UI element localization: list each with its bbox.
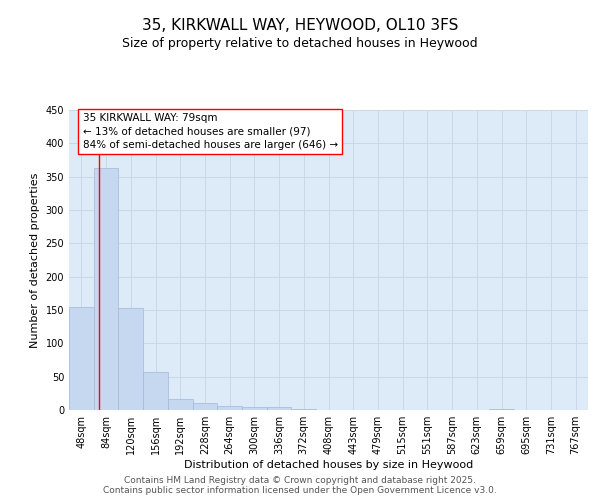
Bar <box>143 372 168 410</box>
Text: 35, KIRKWALL WAY, HEYWOOD, OL10 3FS: 35, KIRKWALL WAY, HEYWOOD, OL10 3FS <box>142 18 458 32</box>
Bar <box>242 406 267 410</box>
Text: Size of property relative to detached houses in Heywood: Size of property relative to detached ho… <box>122 38 478 51</box>
Bar <box>217 406 242 410</box>
Bar <box>94 168 118 410</box>
X-axis label: Distribution of detached houses by size in Heywood: Distribution of detached houses by size … <box>184 460 473 470</box>
Bar <box>118 308 143 410</box>
Bar <box>69 306 94 410</box>
Y-axis label: Number of detached properties: Number of detached properties <box>30 172 40 348</box>
Bar <box>168 398 193 410</box>
Bar <box>193 402 217 410</box>
Bar <box>267 406 292 410</box>
Text: 35 KIRKWALL WAY: 79sqm
← 13% of detached houses are smaller (97)
84% of semi-det: 35 KIRKWALL WAY: 79sqm ← 13% of detached… <box>83 114 338 150</box>
Text: Contains HM Land Registry data © Crown copyright and database right 2025.
Contai: Contains HM Land Registry data © Crown c… <box>103 476 497 495</box>
